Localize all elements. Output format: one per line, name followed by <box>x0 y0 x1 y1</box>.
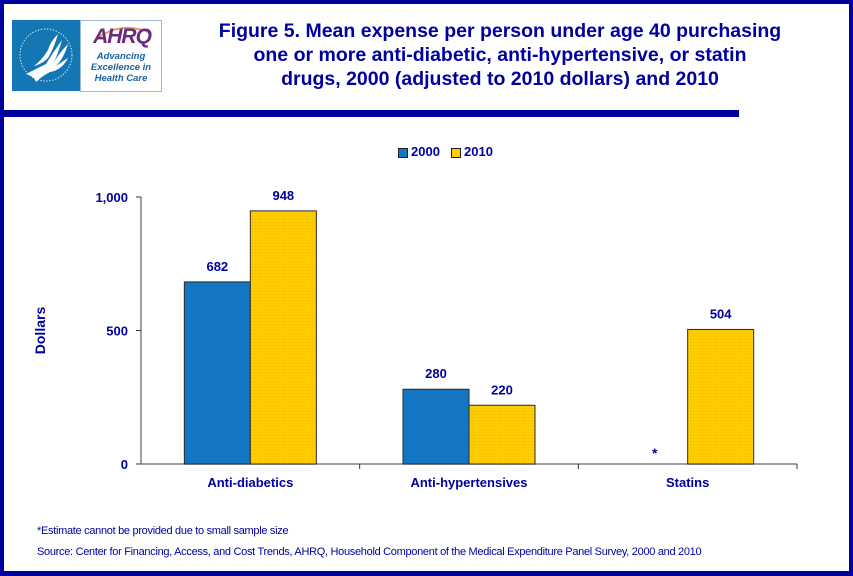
ahrq-tagline-line: Excellence in <box>90 62 152 73</box>
figure-title: Figure 5. Mean expense per person under … <box>200 19 800 91</box>
ahrq-tagline-line: Health Care <box>94 73 148 84</box>
y-tick-label: 500 <box>106 324 128 339</box>
x-tick-label: Anti-hypertensives <box>410 475 527 490</box>
legend-swatch-2000 <box>398 148 408 158</box>
suppressed-estimate-marker: * <box>652 445 658 461</box>
data-label: 220 <box>491 382 513 397</box>
figure-title-line: one or more anti-diabetic, anti-hyperten… <box>253 44 747 66</box>
ahrq-arc-icon <box>98 26 152 38</box>
data-label: 504 <box>710 306 732 321</box>
legend-label-2010: 2010 <box>464 144 493 159</box>
bar-texture <box>469 405 535 464</box>
x-tick-label: Statins <box>666 475 709 490</box>
bar-texture <box>250 210 317 464</box>
bar-texture <box>687 329 754 464</box>
bar-texture <box>403 389 469 464</box>
source-note: Source: Center for Financing, Access, an… <box>37 546 702 558</box>
ahrq-tagline-line: Advancing <box>96 51 146 62</box>
data-label: 948 <box>272 188 294 203</box>
figure-title-line: Figure 5. Mean expense per person under … <box>218 20 782 42</box>
y-tick-label: 0 <box>121 457 128 472</box>
footnote: *Estimate cannot be provided due to smal… <box>37 525 289 537</box>
x-tick-label: Anti-diabetics <box>207 475 293 490</box>
bar-texture <box>184 281 251 464</box>
ahrq-tagline: Advancing Excellence in Health Care <box>81 51 161 84</box>
ahrq-wordmark: AHRQ Advancing Excellence in Health Care <box>80 20 162 92</box>
y-tick-label: 1,000 <box>95 190 128 205</box>
y-axis-title: Dollars <box>32 307 48 355</box>
figure-title-line: drugs, 2000 (adjusted to 2010 dollars) a… <box>281 68 719 90</box>
data-label: 280 <box>425 366 447 381</box>
ahrq-logo: AHRQ Advancing Excellence in Health Care <box>12 20 162 92</box>
eagle-icon <box>19 28 73 82</box>
hhs-eagle-logo <box>12 20 80 91</box>
legend-label-2000: 2000 <box>411 144 440 159</box>
data-label: 682 <box>206 259 228 274</box>
ahrq-wordmark-text: AHRQ <box>93 25 152 48</box>
title-divider <box>0 110 739 117</box>
legend-swatch-2010 <box>451 148 461 158</box>
